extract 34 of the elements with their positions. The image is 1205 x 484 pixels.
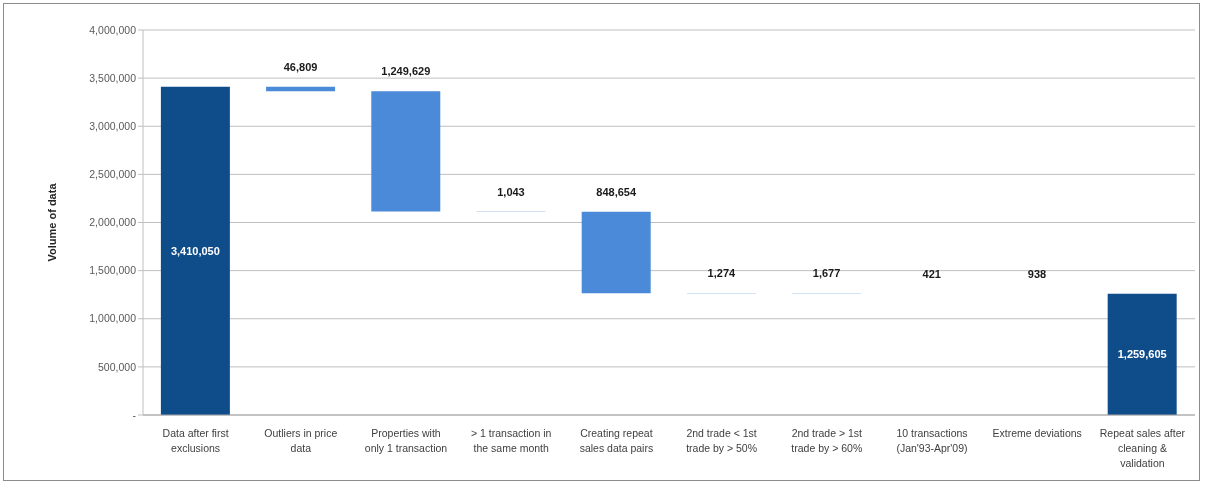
data-label: 1,274 [707,267,737,280]
x-tick-label: 2nd trade > 1st trade by > 60% [791,427,863,454]
bar [371,91,441,212]
bar [160,86,230,415]
bar [581,211,651,294]
x-tick-label: > 1 transaction in the same month [471,427,552,454]
y-tick-label: 4,000,000 [89,23,137,36]
x-tick-label: 2nd trade < 1st trade by > 50% [686,427,758,454]
data-label: 1,249,629 [381,65,431,78]
x-tick-label: 10 transactions (Jan'93-Apr'09) [896,427,968,454]
data-label: 1,677 [812,267,841,280]
x-tick-label: Outliers in price data [264,427,338,454]
y-tick-label: 3,500,000 [89,71,137,84]
x-tick-label: Data after first exclusions [162,427,229,454]
data-label: 1,259,605 [1117,348,1167,361]
data-label: 938 [1027,267,1047,280]
y-tick-label: 2,000,000 [89,216,137,229]
y-tick-label: 500,000 [98,360,137,373]
x-tick-label: Repeat sales after cleaning & validation [1099,427,1186,469]
x-tick-label: Creating repeat sales data pairs [579,427,654,454]
y-tick-label: - [132,408,137,421]
y-tick-label: 1,500,000 [89,264,137,277]
data-label: 1,043 [497,185,525,198]
y-tick-label: 1,000,000 [89,312,137,325]
data-label: 848,654 [596,185,637,198]
y-tick-label: 2,500,000 [89,168,137,181]
data-label: 46,809 [283,60,318,73]
bar [1107,293,1177,415]
data-label: 3,410,050 [170,244,220,257]
data-label: 421 [922,267,941,280]
x-tick-label: Properties with only 1 transaction [364,427,448,454]
y-axis-title: Volume of data [46,182,58,262]
y-tick-label: 3,000,000 [89,119,137,132]
x-tick-label: Extreme deviations [992,427,1082,439]
